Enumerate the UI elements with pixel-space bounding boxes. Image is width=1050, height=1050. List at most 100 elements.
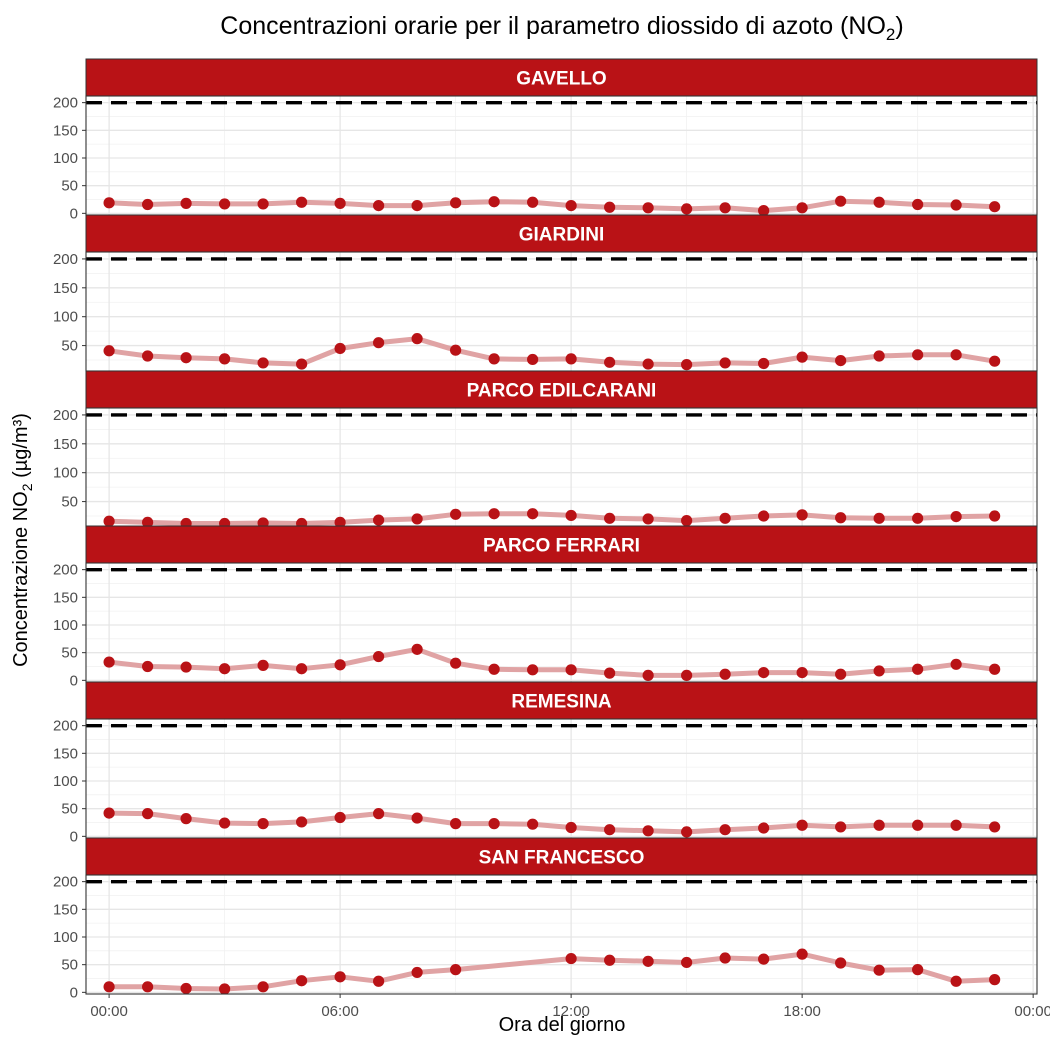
data-point	[604, 954, 616, 966]
y-tick-label: 50	[61, 338, 78, 355]
series-line-gavello	[106, 198, 998, 214]
data-point	[873, 512, 885, 524]
data-point	[950, 975, 962, 987]
series-line-parco-edilcarani	[106, 511, 998, 526]
data-point	[257, 357, 269, 369]
x-tick-label: 06:00	[321, 1003, 359, 1020]
plot-area-parco-edilcarani	[86, 408, 1037, 527]
strip-remesina	[85, 681, 1038, 720]
data-point	[257, 198, 269, 210]
data-point	[796, 351, 808, 363]
data-point	[796, 509, 808, 521]
data-point	[989, 201, 1001, 213]
data-point	[796, 948, 808, 960]
data-point	[835, 957, 847, 969]
data-point	[142, 516, 154, 527]
data-point	[719, 952, 731, 964]
chart-title-main: Concentrazioni orarie per il parametro d…	[220, 12, 886, 40]
strip-giardini	[85, 214, 1038, 253]
data-point	[758, 357, 770, 370]
y-tick-label: 50	[61, 494, 78, 511]
data-point	[912, 198, 924, 211]
y-tick-label: 0	[70, 672, 78, 689]
data-point	[334, 197, 346, 209]
panel-parco-ferrari: PARCO FERRARI 0 50 100 150 200	[53, 525, 1038, 689]
y-tick-label: 200	[53, 718, 78, 735]
y-tick-label: 200	[53, 562, 78, 579]
data-point	[835, 512, 847, 524]
x-axis: 00:00 06:00 12:00 18:00 00:00	[90, 994, 1050, 1020]
data-point	[719, 202, 731, 214]
y-tick-label: 200	[53, 407, 78, 424]
data-point	[334, 342, 346, 355]
y-axis-title-main: Concentrazione NO	[10, 491, 32, 667]
data-point	[334, 811, 346, 824]
panel-san-francesco: SAN FRANCESCO 0 50 100 150 200	[53, 837, 1038, 1001]
data-point	[257, 517, 269, 527]
data-point	[373, 514, 385, 526]
data-point	[180, 813, 192, 825]
strip-label-parco-ferrari: PARCO FERRARI	[483, 536, 640, 557]
data-point	[411, 643, 423, 655]
data-point	[604, 356, 616, 368]
y-tick-label: 100	[53, 617, 78, 634]
data-point	[796, 819, 808, 831]
y-tick-label: 150	[53, 122, 78, 139]
data-point	[719, 512, 731, 524]
strip-label-san-francesco: SAN FRANCESCO	[479, 848, 645, 869]
y-tick-label: 200	[53, 874, 78, 891]
data-point	[681, 826, 693, 838]
data-point	[681, 669, 693, 681]
data-point	[912, 349, 924, 361]
y-tick-label: 150	[53, 436, 78, 453]
data-point	[334, 659, 346, 671]
data-point	[758, 510, 770, 522]
plot-area-parco-ferrari	[86, 563, 1037, 682]
data-point	[103, 656, 115, 668]
series-line-parco-ferrari	[106, 646, 998, 678]
data-point	[488, 663, 500, 675]
data-point	[912, 819, 924, 831]
y-tick-label: 100	[53, 150, 78, 167]
data-point	[411, 966, 423, 979]
data-point	[835, 821, 847, 833]
data-point	[642, 669, 654, 681]
strip-gavello	[85, 58, 1038, 97]
y-tick-label: 100	[53, 465, 78, 482]
data-point	[103, 981, 115, 993]
strip-label-parco-edilcarani: PARCO EDILCARANI	[467, 381, 657, 402]
data-point	[642, 825, 654, 837]
x-axis-title: Ora del giorno	[499, 1014, 626, 1036]
data-point	[835, 668, 847, 680]
data-point	[103, 807, 115, 819]
y-tick-label: 100	[53, 309, 78, 326]
data-point	[950, 511, 962, 523]
data-point	[450, 197, 462, 209]
y-tick-label: 150	[53, 589, 78, 606]
data-point	[873, 196, 885, 208]
plot-area-giardini	[86, 252, 1037, 371]
data-point	[989, 663, 1001, 675]
data-point	[989, 974, 1001, 986]
data-point	[796, 202, 808, 214]
panel-border	[85, 95, 1038, 216]
data-point	[334, 971, 346, 983]
chart-title-end: )	[895, 12, 903, 40]
data-point	[604, 824, 616, 836]
data-point	[373, 650, 385, 663]
y-tick-label: 0	[70, 984, 78, 1001]
data-point	[758, 822, 770, 834]
data-point	[257, 981, 269, 993]
y-axis-title-subscript: 2	[19, 483, 35, 491]
data-point	[912, 663, 924, 675]
x-tick-label: 12:00	[552, 1003, 590, 1020]
data-point	[296, 196, 308, 208]
data-point	[873, 350, 885, 362]
data-point	[565, 821, 577, 834]
data-point	[950, 349, 962, 361]
data-point	[758, 953, 770, 965]
chart-title: Concentrazioni orarie per il parametro d…	[220, 12, 903, 44]
data-point	[719, 824, 731, 836]
data-point	[912, 964, 924, 976]
